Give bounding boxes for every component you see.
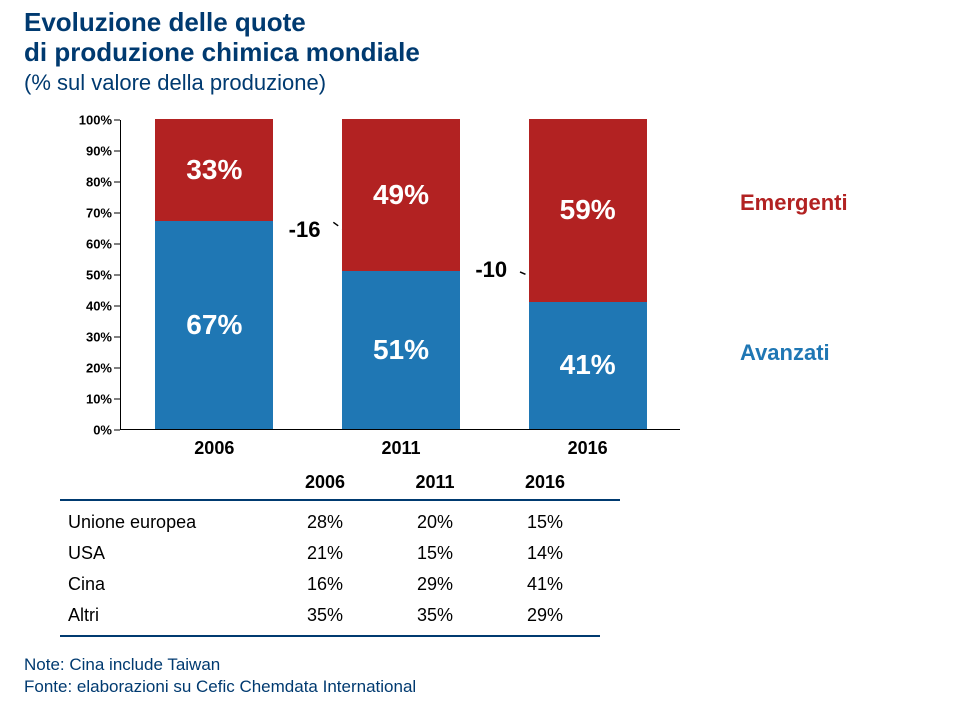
table-cell-value: 29% (490, 605, 600, 626)
table-row: Unione europea28%20%15% (60, 507, 620, 538)
table-cell-region: USA (60, 543, 270, 564)
y-tick-label: 10% (86, 392, 112, 407)
subtitle: (% sul valore della produzione) (24, 70, 420, 96)
y-tick-label: 0% (93, 423, 112, 438)
y-tick-label: 40% (86, 299, 112, 314)
title-line-1: Evoluzione delle quote (24, 8, 420, 38)
table-cell-region: Altri (60, 605, 270, 626)
bar-2016: 41% 59% (529, 119, 647, 429)
y-tick-label: 50% (86, 268, 112, 283)
table-cell-region: Unione europea (60, 512, 270, 533)
table-row: USA21%15%14% (60, 538, 620, 569)
trend-annotation: -10 (475, 257, 507, 283)
table-cell-value: 15% (380, 543, 490, 564)
segment-label: 67% (186, 309, 242, 341)
segment-avanzati-2011: 51% (342, 271, 460, 429)
chart: 0%10%20%30%40%50%60%70%80%90%100% 67%33%… (60, 120, 680, 430)
segment-label: 49% (373, 179, 429, 211)
bar-2011: 51% 49% (342, 119, 460, 429)
segment-label: 33% (186, 154, 242, 186)
y-tick-label: 100% (79, 113, 112, 128)
data-table: 2006 2011 2016 Unione europea28%20%15%US… (60, 472, 620, 637)
footer: Note: Cina include Taiwan Fonte: elabora… (24, 654, 416, 698)
table-cell-value: 35% (380, 605, 490, 626)
table-cell-value: 41% (490, 574, 600, 595)
x-label-2016: 2016 (529, 438, 647, 459)
title-block: Evoluzione delle quote di produzione chi… (24, 8, 420, 96)
table-row: Cina16%29%41% (60, 569, 620, 600)
footer-note: Note: Cina include Taiwan (24, 654, 416, 676)
y-tick-label: 60% (86, 237, 112, 252)
segment-emergenti-2011: 49% (342, 119, 460, 271)
legend-emergenti: Emergenti (740, 190, 848, 216)
segment-label: 51% (373, 334, 429, 366)
footer-source: Fonte: elaborazioni su Cefic Chemdata In… (24, 676, 416, 698)
segment-label: 41% (560, 349, 616, 381)
segment-emergenti-2016: 59% (529, 119, 647, 302)
table-rule (60, 635, 600, 637)
y-tick-label: 80% (86, 175, 112, 190)
table-cell-value: 21% (270, 543, 380, 564)
bar-2006: 67% 33% (155, 119, 273, 429)
table-cell-value: 16% (270, 574, 380, 595)
segment-emergenti-2006: 33% (155, 119, 273, 221)
y-axis: 0%10%20%30%40%50%60%70%80%90%100% (60, 120, 120, 430)
table-header-2016: 2016 (490, 472, 600, 493)
table-header: 2006 2011 2016 (60, 472, 620, 501)
table-cell-value: 20% (380, 512, 490, 533)
y-tick-label: 30% (86, 330, 112, 345)
segment-label: 59% (560, 194, 616, 226)
y-tick-label: 20% (86, 361, 112, 376)
table-cell-value: 14% (490, 543, 600, 564)
legend-avanzati: Avanzati (740, 340, 830, 366)
plot-area: 67%33%200651%49%201141%59%2016 (120, 120, 680, 430)
x-label-2006: 2006 (155, 438, 273, 459)
segment-avanzati-2016: 41% (529, 302, 647, 429)
table-cell-value: 35% (270, 605, 380, 626)
trend-annotation: -16 (289, 217, 321, 243)
y-tick-label: 90% (86, 144, 112, 159)
table-cell-value: 29% (380, 574, 490, 595)
table-cell-value: 28% (270, 512, 380, 533)
table-header-2006: 2006 (270, 472, 380, 493)
table-header-2011: 2011 (380, 472, 490, 493)
table-header-region (60, 472, 270, 493)
y-tick-label: 70% (86, 206, 112, 221)
x-label-2011: 2011 (342, 438, 460, 459)
segment-avanzati-2006: 67% (155, 221, 273, 429)
table-cell-value: 15% (490, 512, 600, 533)
table-row: Altri35%35%29% (60, 600, 620, 631)
title-line-2: di produzione chimica mondiale (24, 38, 420, 68)
table-cell-region: Cina (60, 574, 270, 595)
table-body: Unione europea28%20%15%USA21%15%14%Cina1… (60, 507, 620, 631)
